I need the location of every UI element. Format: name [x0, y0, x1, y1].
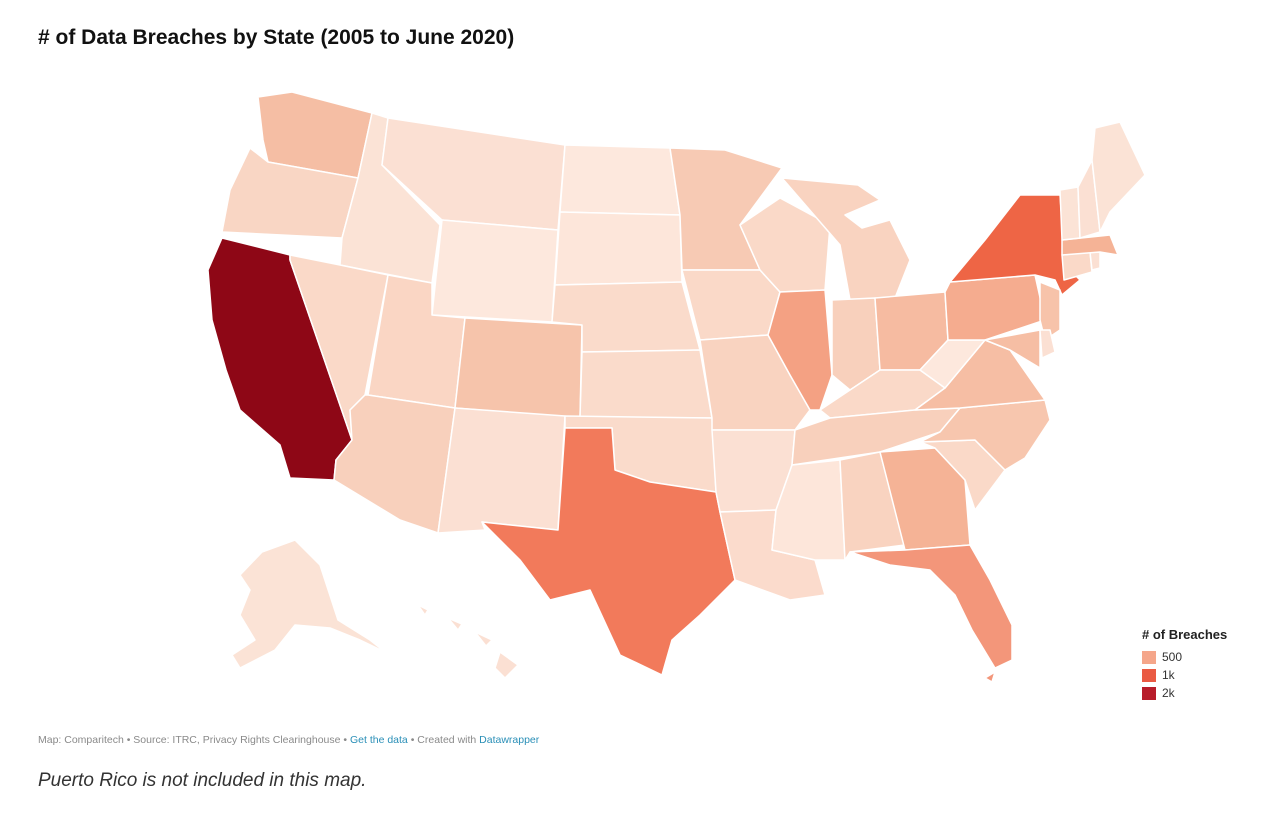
- state-TX[interactable]: [481, 427, 736, 676]
- legend-swatch-500: [1142, 650, 1156, 664]
- legend-swatch-1k: [1142, 668, 1156, 682]
- state-FL[interactable]: [849, 544, 1013, 669]
- state-PA[interactable]: [944, 274, 1046, 341]
- state-CO[interactable]: [454, 317, 583, 419]
- puerto-rico-note: Puerto Rico is not included in this map.: [38, 770, 367, 791]
- legend-swatch-2k: [1142, 686, 1156, 700]
- legend-item-1k: 1k: [1142, 666, 1227, 684]
- get-the-data-link[interactable]: Get the data: [349, 734, 408, 746]
- state-FL-keys[interactable]: [984, 671, 996, 683]
- legend-label-1k: 1k: [1162, 668, 1175, 682]
- legend-item-2k: 2k: [1142, 684, 1227, 702]
- legend-title: # of Breaches: [1142, 627, 1228, 642]
- state-ND[interactable]: [559, 144, 681, 216]
- map-footer: Map: Comparitech • Source: ITRC, Privacy…: [38, 734, 539, 746]
- state-KS[interactable]: [579, 349, 713, 419]
- state-DE[interactable]: [1039, 329, 1056, 359]
- legend: # of Breaches 500 1k 2k: [1142, 627, 1227, 702]
- state-AZ[interactable]: [333, 394, 456, 534]
- state-MD[interactable]: [984, 329, 1041, 369]
- footer-source-text: Map: Comparitech • Source: ITRC, Privacy…: [38, 734, 350, 746]
- state-RI[interactable]: [1089, 251, 1101, 271]
- state-WY[interactable]: [431, 219, 559, 323]
- state-HI[interactable]: [417, 604, 519, 679]
- state-IL[interactable]: [767, 289, 833, 411]
- datawrapper-link[interactable]: Datawrapper: [479, 734, 540, 746]
- map-title: # of Data Breaches by State (2005 to Jun…: [38, 26, 515, 49]
- state-CT[interactable]: [1061, 251, 1093, 281]
- state-AL[interactable]: [839, 451, 906, 561]
- state-NJ[interactable]: [1039, 281, 1061, 341]
- state-SD[interactable]: [554, 211, 683, 286]
- legend-label-2k: 2k: [1162, 686, 1175, 700]
- state-ME[interactable]: [1091, 121, 1146, 233]
- state-GA[interactable]: [879, 447, 971, 551]
- footer-created-with-text: • Created with: [407, 734, 480, 746]
- state-VT[interactable]: [1059, 186, 1081, 241]
- legend-label-500: 500: [1162, 650, 1183, 664]
- legend-item-500: 500: [1142, 648, 1227, 666]
- state-MA[interactable]: [1061, 234, 1119, 256]
- state-NM[interactable]: [437, 407, 566, 534]
- state-IA[interactable]: [681, 269, 781, 341]
- state-MI[interactable]: [781, 177, 911, 301]
- state-AK[interactable]: [231, 539, 386, 669]
